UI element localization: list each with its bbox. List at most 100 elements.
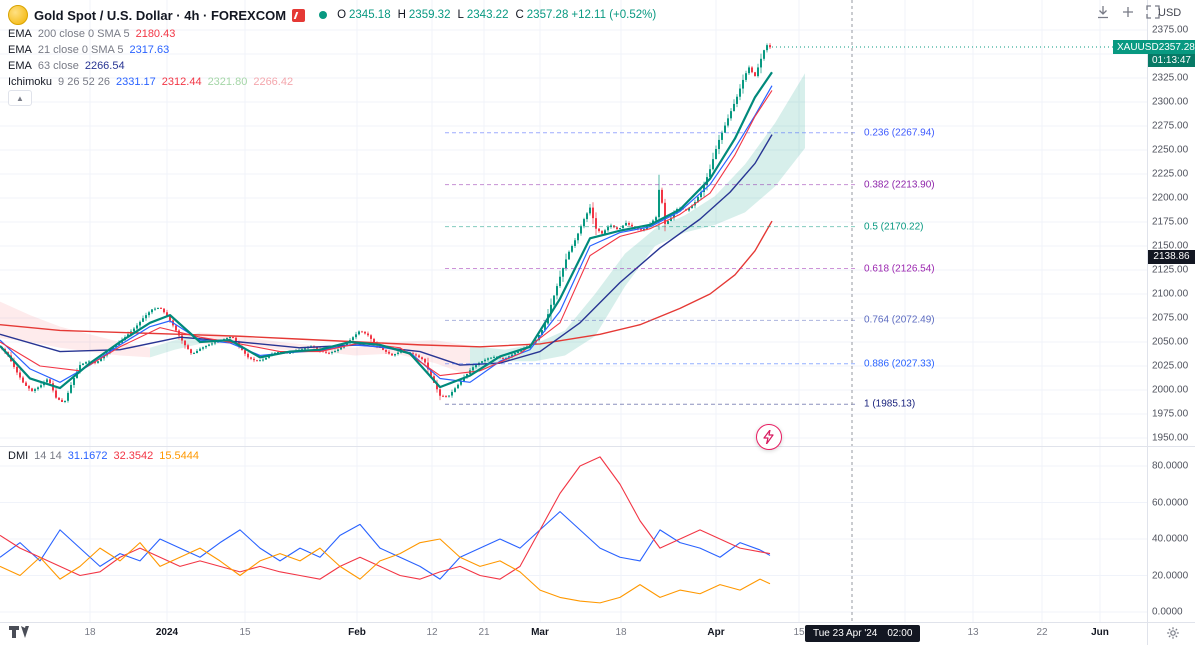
time-tick-label: Jun [1091,627,1109,638]
indicator-value: 2331.17 [116,76,156,88]
time-tick-label: Mar [531,627,549,638]
close-label: C [515,9,524,21]
time-tick-label: 15 [793,627,805,638]
indicator-legend-row[interactable]: EMA 63 close 2266.54 [8,58,293,74]
indicator-name: EMA [8,44,32,56]
fib-level-label[interactable]: 0.5 (2170.22) [864,221,924,233]
indicator-name: Ichimoku [8,76,53,88]
price-tick-label: 2175.00 [1152,216,1189,228]
crosshair-time: 02:00 [887,628,913,639]
time-axis[interactable]: 18202415Feb1221Mar18Apr15May1322Jun [0,623,1147,645]
open-value: 2345.18 [349,9,391,21]
add-pane-icon[interactable] [1121,5,1135,19]
chart-canvas[interactable] [0,0,1147,622]
pane-separator[interactable] [0,446,1195,447]
fib-level-label[interactable]: 0.382 (2213.90) [864,179,935,191]
price-tick-label: 2200.00 [1152,192,1189,204]
price-tick-label: 1950.00 [1152,432,1189,444]
fib-level-label[interactable]: 0.236 (2267.94) [864,127,935,139]
time-tick-label: 21 [478,627,490,638]
time-tick-label: 22 [1036,627,1048,638]
dmi-tick-label: 60.0000 [1152,497,1189,508]
indicator-legend-row[interactable]: Ichimoku 9 26 52 26 2331.17 2312.44 2321.80 2… [8,74,293,90]
open-label: O [337,9,347,21]
last-price-value: 2357.28 [1158,41,1195,53]
ichimoku-cloud [0,73,805,376]
tradingview-logo-icon[interactable] [8,624,34,644]
indicator-legend-row[interactable]: EMA 200 close 0 SMA 5 2180.43 [8,26,293,42]
last-price-symbol: XAUUSD [1117,41,1159,53]
price-tick-label: 2050.00 [1152,336,1189,348]
indicator-name: EMA [8,60,32,72]
dmi-tick-label: 0.0000 [1152,606,1183,618]
time-tick-label: 18 [84,627,96,638]
time-tick-label: Apr [707,627,725,638]
fib-level-label[interactable]: 0.764 (2072.49) [864,314,935,326]
indicator-legend-row[interactable]: EMA 21 close 0 SMA 5 2317.63 [8,42,293,58]
indicator-value: 2321.80 [207,76,248,88]
fib-level-label[interactable]: 0.886 (2027.33) [864,358,935,370]
symbol-title[interactable]: Gold Spot / U.S. Dollar · 4h · FOREXCOM [34,7,287,23]
ema-63-line[interactable] [0,134,773,366]
time-tick-label: 12 [426,627,438,638]
download-icon[interactable] [1096,5,1110,19]
dmi-tick-label: 20.0000 [1152,570,1189,581]
indicator-value: 2312.44 [161,76,202,88]
indicator-value: 31.1672 [67,450,108,462]
indicator-value: 2180.43 [135,28,176,40]
crosshair-time-label: Tue 23 Apr '24 02:00 [805,625,921,642]
bar-countdown-label: 01:13:47 [1148,54,1195,67]
price-tick-label: 2325.00 [1152,72,1189,84]
indicator-value: 32.3542 [113,450,154,462]
dmi-tick-label: 40.0000 [1152,533,1189,545]
ichimoku-base-line[interactable] [0,90,773,377]
price-tick-label: 2275.00 [1152,120,1189,132]
price-tick-label: 2025.00 [1152,360,1189,372]
currency-selector[interactable]: USD [1158,7,1182,19]
lightning-icon [763,430,774,444]
ichimoku-conversion-line[interactable] [0,71,773,390]
quick-action-flash-button[interactable] [756,424,782,450]
dmi--di-line[interactable] [0,538,771,604]
price-axis[interactable]: 2375.002350.002325.002300.002275.002250.… [1148,0,1195,622]
collapse-legend-button[interactable]: ▲ [8,90,32,106]
broker-logo-icon [292,8,306,22]
crosshair-price-label: 2138.86 [1148,250,1195,264]
symbol-logo-icon[interactable] [8,5,28,25]
time-tick-label: 18 [615,627,627,638]
price-tick-label: 2250.00 [1152,144,1189,156]
time-axis-separator [0,622,1195,623]
indicator-params: 21 close 0 SMA 5 [37,44,124,56]
maximize-icon[interactable] [1146,5,1160,19]
crosshair-date: Tue 23 Apr '24 [813,628,878,639]
timezone-settings-gear-icon[interactable] [1166,626,1180,645]
market-open-dot-icon [319,11,328,19]
grid-lines [0,0,1147,622]
indicator-value: 2266.54 [84,60,125,72]
dmi-legend: DMI 14 14 31.1672 32.3542 15.5444 [8,450,199,462]
low-value: 2343.22 [466,9,509,21]
indicator-legend-row[interactable]: DMI 14 14 31.1672 32.3542 15.5444 [8,450,199,462]
time-tick-label: 2024 [155,627,179,638]
price-tick-label: 2225.00 [1152,168,1189,180]
indicator-value: 2266.42 [253,76,294,88]
indicator-params: 200 close 0 SMA 5 [37,28,130,40]
change-value: +12.11 (+0.52%) [571,9,657,21]
indicator-params: 63 close [37,60,79,72]
low-label: L [457,9,464,21]
price-tick-label: 2125.00 [1152,264,1189,276]
time-tick-label: Feb [348,627,366,638]
ohlc-values: O 2345.18 H 2359.32 L 2343.22 C 2357.28 +12.… [333,9,656,21]
fib-level-label[interactable]: 1 (1985.13) [864,398,916,410]
time-tick-label: 15 [239,627,251,638]
symbol-header: Gold Spot / U.S. Dollar · 4h · FOREXCOM … [8,5,656,25]
dmi-adx-line[interactable] [0,456,771,580]
indicator-legend: EMA 200 close 0 SMA 5 2180.43 EMA 21 close 0… [8,26,293,90]
indicator-value: 2317.63 [129,44,170,56]
dmi-+di-line[interactable] [0,511,771,580]
time-tick-label: 13 [967,627,979,638]
ema-200-line[interactable] [0,220,773,348]
price-tick-label: 2100.00 [1152,288,1189,300]
fib-level-label[interactable]: 0.618 (2126.54) [864,263,935,275]
